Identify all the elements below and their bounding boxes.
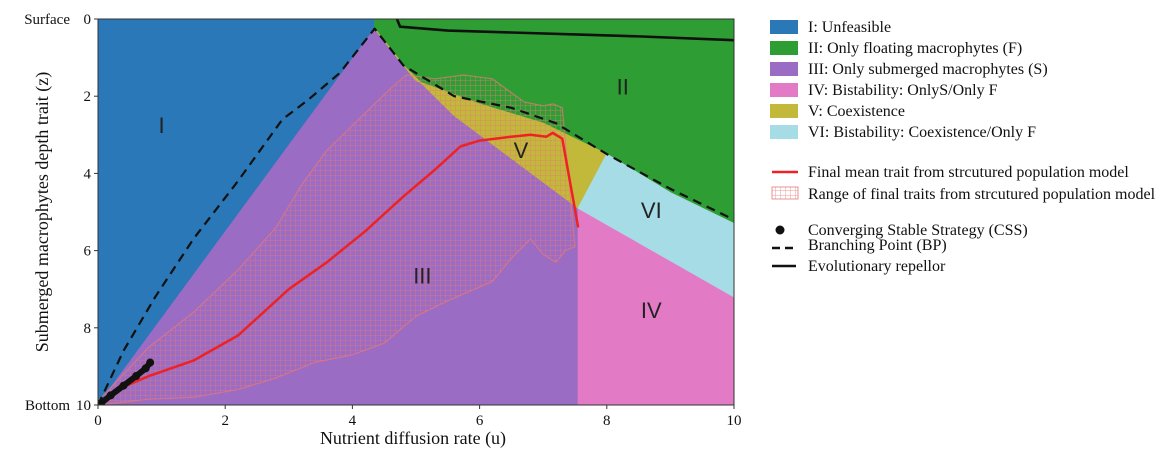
- y-tick-label: 10: [76, 398, 91, 414]
- legend: I: Unfeasible II: Only floating macrophyt…: [770, 19, 1156, 275]
- y-label-bottom: Bottom: [25, 398, 70, 414]
- legend-item-css: Converging Stable Strategy (CSS): [808, 222, 1028, 239]
- legend-swatch-iii: [770, 62, 798, 76]
- series-evolutionary-repellor: [395, 19, 734, 42]
- legend-item-range: Range of final traits from strcutured po…: [808, 186, 1156, 203]
- css-point: [141, 364, 150, 373]
- region-label-vi: VI: [641, 198, 662, 223]
- y-tick-label: 8: [84, 321, 92, 337]
- legend-swatch-range: [771, 186, 799, 200]
- legend-swatch-iv: [770, 83, 798, 97]
- range-band-layer: [98, 74, 576, 405]
- region-vi: [577, 153, 734, 298]
- legend-item-iv: IV: Bistability: OnlyS/Only F: [808, 82, 998, 99]
- legend-item-ii: II: Only floating macrophytes (F): [808, 40, 1022, 57]
- legend-swatch-vi: [770, 125, 798, 139]
- legend-item-repellor: Evolutionary repellor: [808, 258, 946, 275]
- x-tick-label: 10: [727, 413, 742, 429]
- css-point: [106, 391, 115, 400]
- x-tick-label: 6: [476, 413, 484, 429]
- region-iv: [577, 207, 734, 405]
- x-tick-label: 2: [221, 413, 229, 429]
- lines-layer: [98, 19, 734, 405]
- series-range-of-final-traits-from-strcutured-population-model: [98, 74, 576, 405]
- y-tick-label: 4: [84, 166, 92, 182]
- x-tick-label: 8: [603, 413, 611, 429]
- region-label-iv: IV: [641, 298, 662, 323]
- legend-swatch-ii: [770, 41, 798, 55]
- series-branching-point-bp: [98, 27, 734, 405]
- y-tick-label: 0: [84, 12, 92, 28]
- y-axis-title: Submerged macrophytes depth trait (z): [32, 72, 53, 353]
- x-axis-title: Nutrient diffusion rate (u): [320, 428, 506, 449]
- region-label-i: I: [159, 113, 165, 138]
- series-final-mean-trait-from-strcutured-population-model: [98, 131, 580, 405]
- region-label-ii: II: [617, 74, 629, 99]
- legend-item-iii: III: Only submerged macrophytes (S): [808, 61, 1048, 78]
- x-tick-label: 0: [94, 413, 102, 429]
- plot-frame: [97, 18, 735, 406]
- region-label-v: V: [514, 138, 529, 163]
- legend-item-mean-trait: Final mean trait from strcutured populat…: [808, 164, 1129, 181]
- legend-swatch-v: [770, 104, 798, 118]
- css-point: [146, 358, 155, 367]
- css-point: [119, 381, 128, 390]
- legend-item-vi: VI: Bistability: Coexistence/Only F: [808, 124, 1036, 141]
- legend-swatch-i: [770, 20, 798, 34]
- legend-item-v: V: Coexistence: [808, 103, 905, 120]
- axes-layer: Surface Bottom Nutrient diffusion rate (…: [24, 12, 741, 449]
- x-tick-label: 4: [349, 413, 357, 429]
- css-point: [132, 372, 141, 381]
- legend-item-bp: Branching Point (BP): [808, 237, 947, 254]
- y-tick-label: 2: [84, 89, 92, 105]
- legend-swatch-css: [775, 225, 785, 235]
- y-label-surface: Surface: [24, 12, 70, 28]
- css-point: [98, 399, 106, 405]
- y-tick-label: 6: [84, 244, 92, 260]
- region-label-iii: III: [413, 263, 431, 288]
- legend-item-i: I: Unfeasible: [808, 19, 891, 36]
